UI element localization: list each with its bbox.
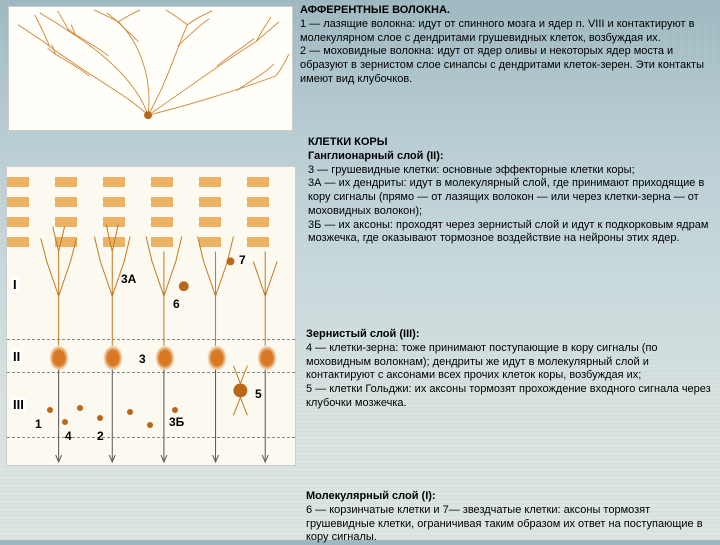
granule-cell [127, 409, 133, 415]
label-3A: 3А [121, 272, 136, 286]
section4-title: Молекулярный слой (I): [306, 490, 716, 504]
label-7: 7 [239, 253, 246, 267]
section-granular-layer: Зернистый слой (III): 4 — клетки-зерна: … [306, 328, 716, 411]
section2-p2: 3А — их дендриты: идут в молекулярный сл… [308, 177, 716, 218]
label-2: 2 [97, 429, 104, 443]
section2-sub1: Ганглионарный слой (II): [308, 150, 716, 164]
label-3: 3 [139, 352, 146, 366]
granule-cell [147, 422, 153, 428]
neuron-drawing [7, 167, 295, 465]
figure-cerebellar-cortex: I II III [6, 166, 296, 466]
section-afferent-fibers: АФФЕРЕНТНЫЕ ВОЛОКНА. 1 — лазящие волокна… [300, 4, 716, 87]
section1-p2: 2 — моховидные волокна: идут от ядер оли… [300, 45, 716, 86]
section4-p1: 6 — корзинчатые клетки и 7— звездчатые к… [306, 504, 716, 545]
granule-cell [62, 419, 68, 425]
label-6: 6 [173, 297, 180, 311]
label-3B: 3Б [169, 415, 184, 429]
label-1: 1 [35, 417, 42, 431]
section1-title: АФФЕРЕНТНЫЕ ВОЛОКНА. [300, 4, 716, 18]
granule-cell [77, 405, 83, 411]
fiber-drawing [9, 7, 292, 130]
section3-title: Зернистый слой (III): [306, 328, 716, 342]
granule-cell [97, 415, 103, 421]
section-cortex-cells: КЛЕТКИ КОРЫ Ганглионарный слой (II): 3 —… [308, 136, 716, 246]
section3-p1: 4 — клетки-зерна: тоже принимают поступа… [306, 342, 716, 383]
label-5: 5 [255, 387, 262, 401]
section3-p2: 5 — клетки Гольджи: их аксоны тормозят п… [306, 383, 716, 411]
section2-title: КЛЕТКИ КОРЫ [308, 136, 716, 150]
figure-afferent-fibers [8, 6, 293, 131]
section2-p3: 3Б — их аксоны: проходят через зернистый… [308, 219, 716, 247]
granule-cell [172, 407, 178, 413]
granule-cell [47, 407, 53, 413]
section1-p1: 1 — лазящие волокна: идут от спинного мо… [300, 18, 716, 46]
section-molecular-layer: Молекулярный слой (I): 6 — корзинчатые к… [306, 490, 716, 545]
section2-p1: 3 — грушевидные клетки: основные эффекто… [308, 164, 716, 178]
label-4: 4 [65, 429, 72, 443]
